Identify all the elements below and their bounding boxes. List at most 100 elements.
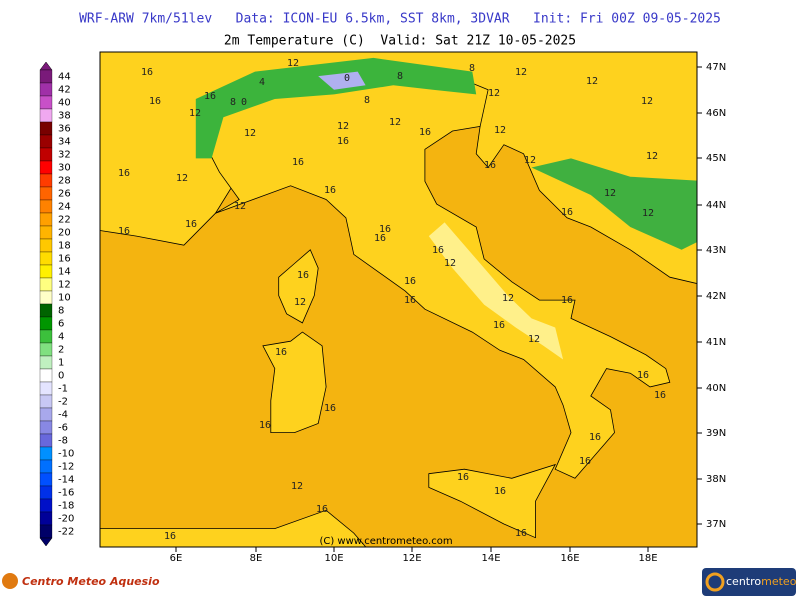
lon-label: 10E xyxy=(324,553,343,564)
colorbar-swatch xyxy=(39,459,53,474)
colorbar-label: -14 xyxy=(58,475,74,486)
contour-label: 16 xyxy=(118,168,130,179)
contour-label: 12 xyxy=(244,128,256,139)
colorbar-swatch xyxy=(39,212,53,227)
tunisia xyxy=(100,509,367,547)
contour-label: 16 xyxy=(204,91,216,102)
contour-label: 16 xyxy=(141,67,153,78)
contour-label: 12 xyxy=(604,188,616,199)
contour-label: 12 xyxy=(494,125,506,136)
logo-box xyxy=(702,568,796,596)
colorbar-bottom-cap xyxy=(39,537,53,547)
contour-label: 12 xyxy=(294,297,306,308)
contour-label: 16 xyxy=(374,233,386,244)
colorbar-swatch xyxy=(39,303,53,318)
colorbar-label: 4 xyxy=(58,332,64,343)
contour-label: 8 xyxy=(230,97,236,108)
contour-label: 12 xyxy=(176,173,188,184)
lat-label: 44N xyxy=(706,200,726,211)
lat-label: 46N xyxy=(706,108,726,119)
lat-label: 47N xyxy=(706,62,726,73)
colorbar-swatch xyxy=(39,173,53,188)
colorbar-label: 18 xyxy=(58,241,71,252)
colorbar-label: 12 xyxy=(58,280,71,291)
contour-label: 12 xyxy=(502,293,514,304)
colorbar-label: -1 xyxy=(58,384,68,395)
colorbar-label: -6 xyxy=(58,423,68,434)
lon-label: 8E xyxy=(250,553,263,564)
colorbar-swatch xyxy=(39,251,53,266)
colorbar-swatch xyxy=(39,342,53,357)
contour-label: 12 xyxy=(586,76,598,87)
contour-label: 12 xyxy=(642,208,654,219)
colorbar-label: 6 xyxy=(58,319,64,330)
colorbar-swatch xyxy=(39,82,53,97)
colorbar-swatch xyxy=(39,433,53,448)
colorbar-label: -20 xyxy=(58,514,74,525)
colorbar-swatch xyxy=(39,420,53,435)
contour-label: 16 xyxy=(292,157,304,168)
contour-label: 12 xyxy=(641,96,653,107)
subtitle: 2m Temperature (C) Valid: Sat 21Z 10-05-… xyxy=(224,34,576,49)
contour-label: 12 xyxy=(646,151,658,162)
lat-label: 41N xyxy=(706,337,726,348)
contour-label: 16 xyxy=(185,219,197,230)
contour-label: 16 xyxy=(404,276,416,287)
lat-label: 37N xyxy=(706,519,726,530)
colorbar-swatch xyxy=(39,108,53,123)
lat-label: 45N xyxy=(706,153,726,164)
contour-label: 16 xyxy=(493,320,505,331)
colorbar-label: 8 xyxy=(58,306,64,317)
alps-cold xyxy=(318,71,366,90)
colorbar-label: 28 xyxy=(58,176,71,187)
lat-label: 38N xyxy=(706,474,726,485)
contour-label: 4 xyxy=(259,77,265,88)
colorbar-swatch xyxy=(39,524,53,539)
colorbar-swatch xyxy=(39,329,53,344)
contour-label: 12 xyxy=(524,155,536,166)
colorbar-label: 16 xyxy=(58,254,71,265)
colorbar-swatch xyxy=(39,186,53,201)
lat-label: 39N xyxy=(706,428,726,439)
colorbar-label: 32 xyxy=(58,150,71,161)
contour-label: 16 xyxy=(419,127,431,138)
contour-label: 16 xyxy=(515,528,527,539)
contour-label: 12 xyxy=(189,108,201,119)
title: WRF-ARW 7km/51lev Data: ICON-EU 6.5km, S… xyxy=(79,12,721,27)
contour-label: 8 xyxy=(397,71,403,82)
colorbar-swatch xyxy=(39,407,53,422)
logo-ring xyxy=(705,572,725,592)
right-logo: centrometeo xyxy=(702,568,797,596)
colorbar-label: -22 xyxy=(58,527,74,538)
colorbar-label: 1 xyxy=(58,358,64,369)
contour-label: 8 xyxy=(364,95,370,106)
contour-label: 12 xyxy=(234,201,246,212)
colorbar-swatch xyxy=(39,394,53,409)
colorbar-label: -18 xyxy=(58,501,74,512)
contour-label: 16 xyxy=(324,185,336,196)
contour-label: 8 xyxy=(469,63,475,74)
contour-label: 12 xyxy=(515,67,527,78)
contour-label: 16 xyxy=(561,207,573,218)
contour-label: 16 xyxy=(118,226,130,237)
colorbar-swatch xyxy=(39,238,53,253)
contour-label: 12 xyxy=(287,58,299,69)
colorbar-label: 42 xyxy=(58,85,71,96)
land xyxy=(100,52,697,547)
contour-label: 16 xyxy=(275,347,287,358)
colorbar-swatch xyxy=(39,511,53,526)
contour-label: 12 xyxy=(444,258,456,269)
contour-label: 16 xyxy=(316,504,328,515)
colorbar-swatch xyxy=(39,498,53,513)
colorbar-label: -4 xyxy=(58,410,68,421)
colorbar-label: 30 xyxy=(58,163,71,174)
logo-icon xyxy=(2,573,18,589)
contour-label: 16 xyxy=(561,295,573,306)
colorbar-label: 38 xyxy=(58,111,71,122)
lat-label: 40N xyxy=(706,383,726,394)
contour-label: 12 xyxy=(389,117,401,128)
colorbar-swatch xyxy=(39,264,53,279)
alps xyxy=(195,57,477,159)
